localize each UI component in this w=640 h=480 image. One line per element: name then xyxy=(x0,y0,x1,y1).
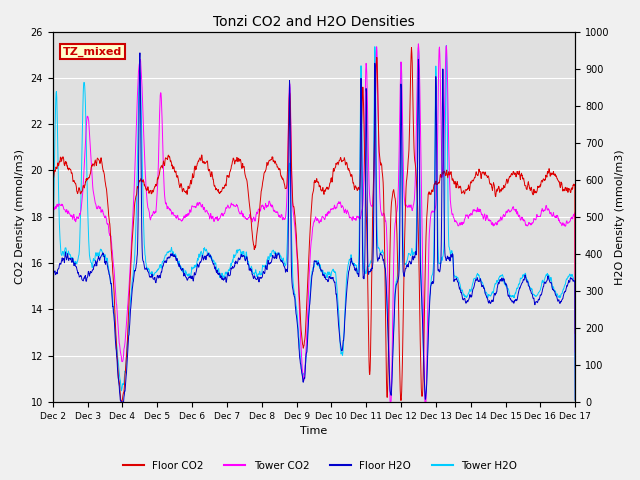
Y-axis label: H2O Density (mmol/m3): H2O Density (mmol/m3) xyxy=(615,149,625,285)
Text: TZ_mixed: TZ_mixed xyxy=(63,47,122,57)
Y-axis label: CO2 Density (mmol/m3): CO2 Density (mmol/m3) xyxy=(15,149,25,284)
Title: Tonzi CO2 and H2O Densities: Tonzi CO2 and H2O Densities xyxy=(213,15,415,29)
X-axis label: Time: Time xyxy=(300,426,328,436)
Legend: Floor CO2, Tower CO2, Floor H2O, Tower H2O: Floor CO2, Tower CO2, Floor H2O, Tower H… xyxy=(119,456,521,475)
